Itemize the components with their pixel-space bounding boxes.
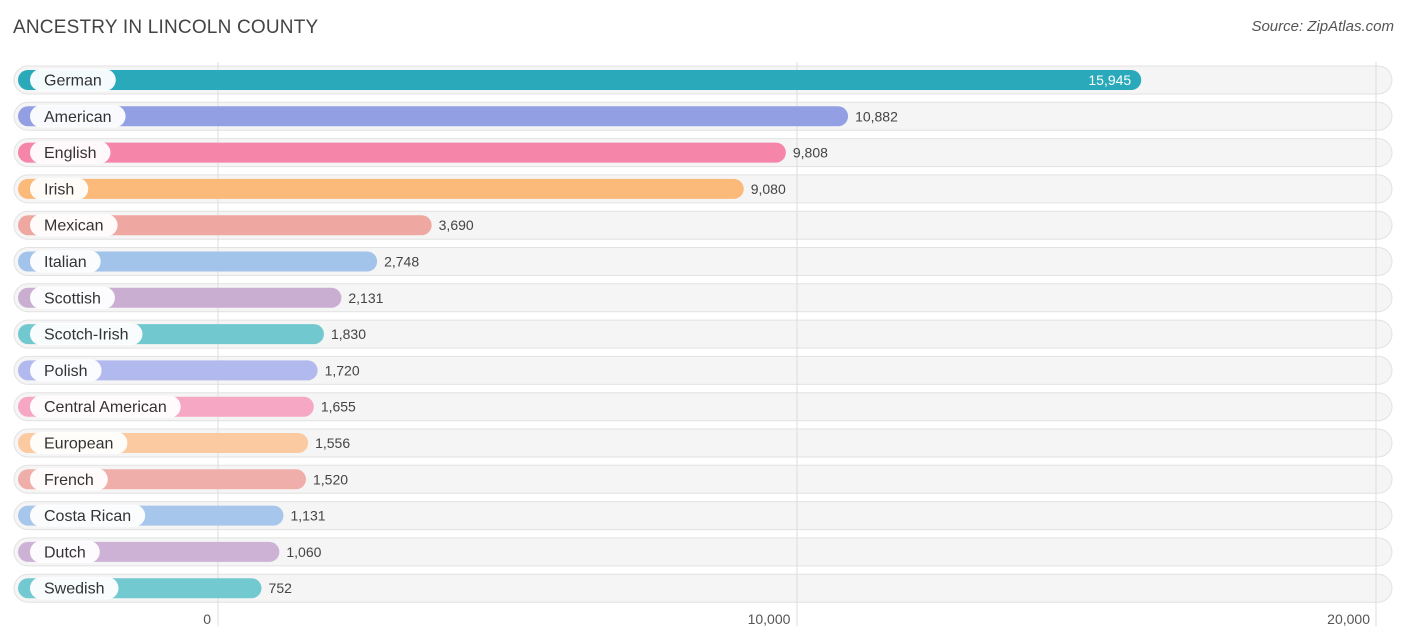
source-note: Source: ZipAtlas.com	[1251, 18, 1394, 35]
value-label: 10,882	[855, 108, 898, 124]
category-label: Scotch-Irish	[44, 327, 128, 344]
bar	[18, 251, 378, 272]
bar-group: Swedish 752	[18, 577, 293, 600]
bar-group: Dutch 1,060	[18, 540, 322, 563]
chart-title: ANCESTRY IN LINCOLN COUNTY	[13, 17, 319, 38]
bar-group: Italian 2,748	[18, 250, 419, 273]
bar-group: Polish 1,720	[18, 359, 360, 382]
category-pill	[30, 395, 181, 418]
bar-group: English 9,808	[18, 141, 828, 164]
value-label: 1,830	[331, 326, 366, 342]
category-pill	[30, 577, 119, 600]
category-pill	[30, 69, 116, 91]
category-pill	[30, 540, 100, 563]
category-pill	[30, 250, 101, 273]
x-tick-label: 10,000	[748, 611, 791, 627]
bar-group: Central American 1,655	[18, 395, 356, 418]
category-pill	[30, 468, 108, 491]
category-pill	[30, 177, 89, 200]
bar-track	[13, 428, 1393, 458]
bar	[18, 215, 432, 236]
bar-group: Mexican 3,690	[18, 214, 474, 237]
value-label: 2,748	[384, 254, 419, 270]
bar-group: German 15,945	[18, 69, 1142, 91]
category-label: European	[44, 436, 113, 453]
value-label: 15,945	[1088, 72, 1131, 88]
category-label: Polish	[44, 363, 88, 380]
bars: German 15,945 American 10,882 English 9,808 Ir…	[18, 69, 1142, 600]
category-label: French	[44, 472, 94, 489]
value-label: 3,690	[439, 217, 474, 233]
bar-group: Irish 9,080	[18, 177, 786, 200]
category-pill	[30, 432, 128, 454]
bar-group: Costa Rican 1,131	[18, 504, 326, 527]
bar-track	[13, 392, 1393, 422]
category-pill	[30, 286, 115, 309]
bar-group: European 1,556	[18, 432, 350, 454]
bar-group: Scotch-Irish 1,830	[18, 323, 366, 346]
category-pill	[30, 504, 146, 527]
x-tick-label: 20,000	[1327, 611, 1370, 627]
bar-group: Scottish 2,131	[18, 286, 384, 309]
bar-track	[13, 319, 1393, 349]
category-pill	[30, 323, 143, 346]
category-label: Scottish	[44, 290, 101, 307]
value-label: 1,556	[315, 435, 350, 451]
bar	[18, 106, 849, 127]
category-label: Dutch	[44, 544, 86, 561]
value-label: 2,131	[348, 290, 383, 306]
category-pill	[30, 214, 118, 237]
category-label: Mexican	[44, 218, 104, 235]
bar-track	[13, 464, 1393, 494]
category-pill	[30, 359, 102, 382]
bar	[18, 142, 786, 163]
bar	[18, 70, 1142, 90]
value-label: 9,080	[751, 181, 786, 197]
category-label: German	[44, 73, 102, 90]
value-label: 1,655	[321, 399, 356, 415]
category-label: Irish	[44, 181, 74, 198]
bar-track	[13, 537, 1393, 567]
bar-track	[13, 355, 1393, 385]
x-tick-label: 0	[203, 611, 211, 627]
category-pill	[30, 105, 126, 128]
category-label: American	[44, 109, 112, 126]
value-label: 1,060	[286, 544, 321, 560]
x-axis-ticks: 0 10,000 20,000	[203, 611, 1370, 627]
category-label: English	[44, 145, 96, 162]
bar-group: French 1,520	[18, 468, 348, 491]
bar	[18, 178, 744, 199]
bar-group: American 10,882	[18, 105, 898, 128]
category-label: Italian	[44, 254, 87, 271]
bar-track	[13, 573, 1393, 603]
value-label: 1,720	[325, 362, 360, 378]
value-label: 1,520	[313, 471, 348, 487]
value-label: 9,808	[793, 145, 828, 161]
category-label: Swedish	[44, 581, 104, 598]
category-label: Central American	[44, 399, 167, 416]
category-pill	[30, 141, 111, 164]
bar-track	[13, 283, 1393, 313]
value-label: 752	[269, 580, 293, 596]
value-label: 1,131	[290, 508, 325, 524]
bar-track	[13, 501, 1393, 531]
category-label: Costa Rican	[44, 508, 131, 525]
